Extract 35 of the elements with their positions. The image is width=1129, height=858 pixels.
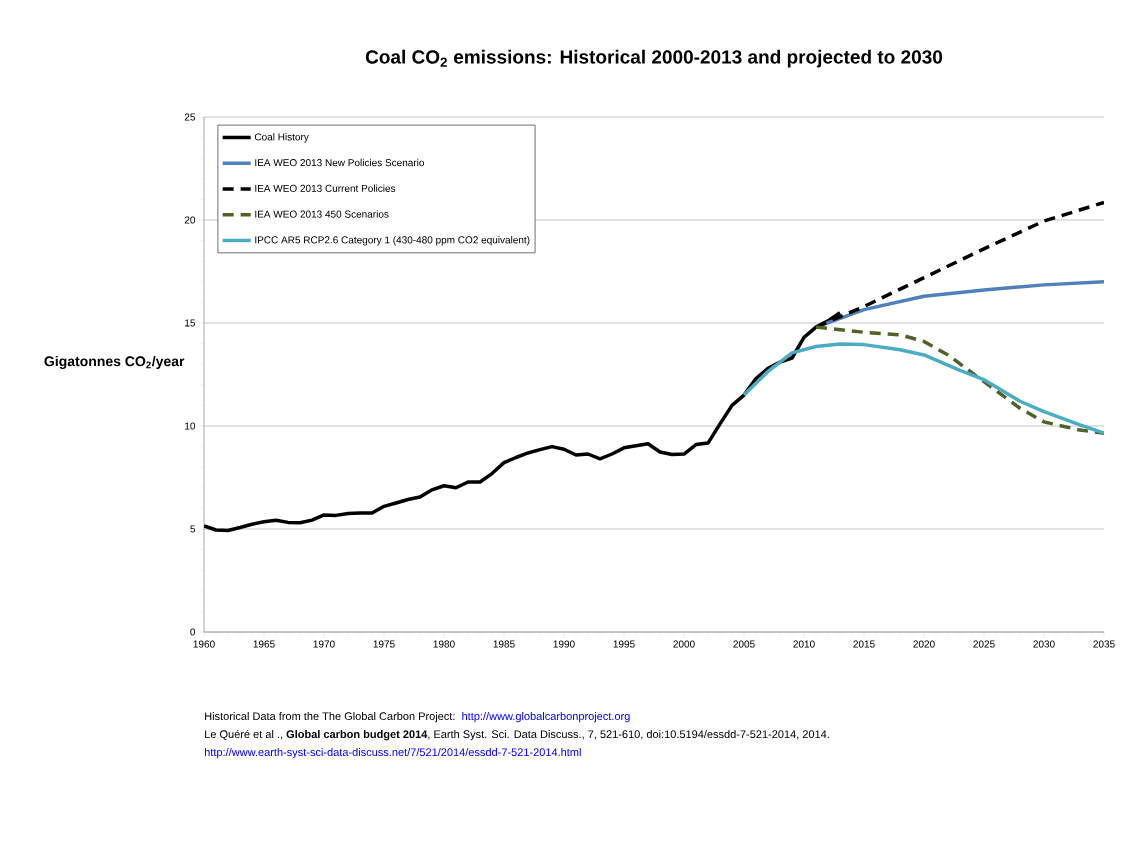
legend-label: IEA WEO 2013 450 Scenarios (255, 210, 389, 218)
y-tick-label: 15 (185, 319, 196, 327)
text: Historical Data from the The Global Carbon Project: (205, 712, 455, 723)
x-tick-label: 1990 (553, 640, 575, 648)
x-tick-label: 2025 (973, 640, 995, 648)
x-tick-label: 2035 (1093, 640, 1115, 648)
text: Le Quéré et al ., Global carbon budget 2014, Earth Syst. Sci. Data Discuss., 7, 521-610, doi:10.5194/essdd-7-521-2014, 2014. (205, 729, 829, 741)
chart-title: Coal CO$_{2}$ emissions: Historical 2000-2013 and projected to 2030 (365, 49, 943, 68)
x-tick-label: 1965 (253, 640, 275, 648)
legend-label: Coal History (254, 133, 309, 143)
x-tick-label: 2015 (853, 640, 875, 648)
y-tick-label: 0 (190, 628, 196, 636)
x-tick-label: 2005 (733, 640, 755, 648)
line-series (742, 342, 1105, 435)
text: http://www.globalcarbonproject.org (462, 712, 630, 723)
x-tick-label: 2000 (673, 640, 695, 648)
x-tick-label: 1975 (373, 640, 395, 648)
text: http://www.earth-syst-sci-data-discuss.net/7/521/2014/essdd-7-521-2014.html (204, 748, 581, 759)
x-tick-label: 1985 (493, 640, 515, 648)
y-tick-label: 5 (190, 525, 196, 533)
legend-label: IEA WEO 2013 New Policies Scenario (255, 158, 425, 167)
y-axis-title: Gigatonnes CO$_{2}$/year (44, 355, 185, 370)
y-tick-label: 20 (184, 216, 196, 224)
x-tick-label: 1970 (313, 640, 335, 648)
y-tick-label: 10 (185, 422, 196, 430)
legend-label: IPCC AR5 RCP2.6 Category 1 (430-480 ppm CO2 equivalent) (255, 236, 530, 246)
x-tick-label: 1980 (433, 640, 455, 648)
x-tick-label: 1995 (613, 640, 635, 648)
x-tick-label: 2010 (793, 640, 815, 648)
x-tick-label: 2020 (913, 640, 935, 648)
x-tick-label: 2030 (1033, 640, 1055, 648)
legend-label: IEA WEO 2013 Current Policies (255, 184, 396, 192)
y-tick-label: 25 (184, 113, 196, 121)
x-tick-label: 1960 (193, 640, 215, 648)
line-series (814, 325, 1105, 435)
